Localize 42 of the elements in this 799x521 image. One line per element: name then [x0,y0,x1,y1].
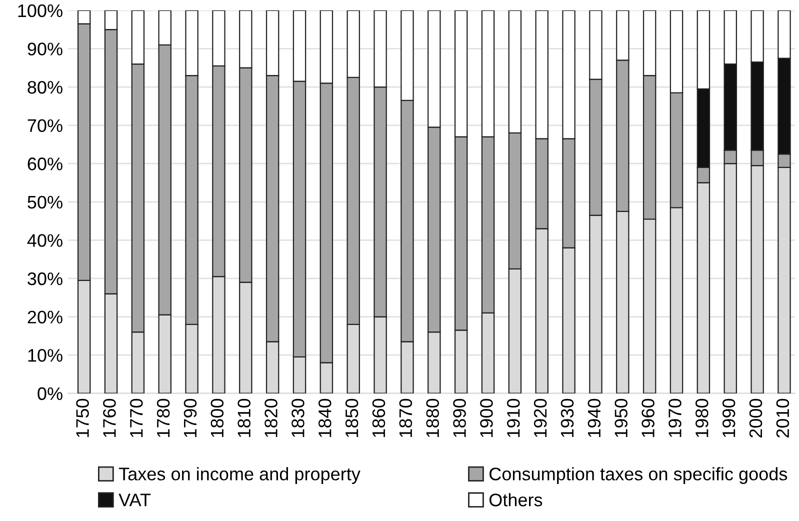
x-tick-label: 1830 [292,398,304,437]
x-tick-label: 1820 [264,398,278,437]
y-tick-label: 10% [28,348,62,362]
x-tick-label: 1930 [560,398,574,437]
y-tick-label: 30% [28,272,62,286]
x-tick-label: 1750 [76,398,89,437]
x-tick-label: 1990 [722,398,736,437]
x-tick-label: 1900 [480,398,493,437]
x-tick-label: 1910 [507,398,520,437]
x-tick-label: 1760 [103,398,116,437]
x-tick-label: 1770 [130,398,143,437]
y-tick-label: 80% [28,80,62,94]
x-tick-label: 1840 [318,398,332,437]
y-tick-label: 70% [28,119,62,132]
y-tick-label: 60% [28,158,62,170]
x-tick-label: 1920 [534,398,547,437]
x-tick-label: 1810 [238,398,250,437]
y-tick-label: 40% [27,234,62,247]
x-tick-label: 1890 [453,398,466,437]
x-tick-label: 1790 [184,398,197,437]
legend-label: Consumption taxes on specific goods [490,467,788,484]
legend-label: VAT [118,494,151,506]
x-tick-label: 1870 [399,398,412,437]
x-tick-label: 1850 [345,398,358,437]
x-tick-label: 1960 [642,398,654,437]
y-tick-label: 50% [28,196,62,209]
x-tick-label: 1860 [372,398,386,437]
y-tick-label: 20% [28,310,62,324]
x-tick-label: 1880 [426,398,439,437]
x-tick-label: 1980 [696,398,708,437]
y-tick-label: 90% [28,42,62,56]
x-tick-label: 1940 [588,398,601,437]
x-tick-label: 1780 [156,398,170,437]
legend-label: Taxes on income and property [118,467,360,484]
x-tick-label: 1800 [210,398,224,437]
x-tick-label: 1970 [668,398,682,437]
x-tick-label: 2010 [776,398,790,438]
x-tick-label: 1950 [614,398,628,437]
y-tick-label: 100% [18,4,62,18]
y-tick-label: 0% [38,387,62,400]
legend-label: Others [489,493,542,506]
x-tick-label: 2000 [749,398,762,438]
